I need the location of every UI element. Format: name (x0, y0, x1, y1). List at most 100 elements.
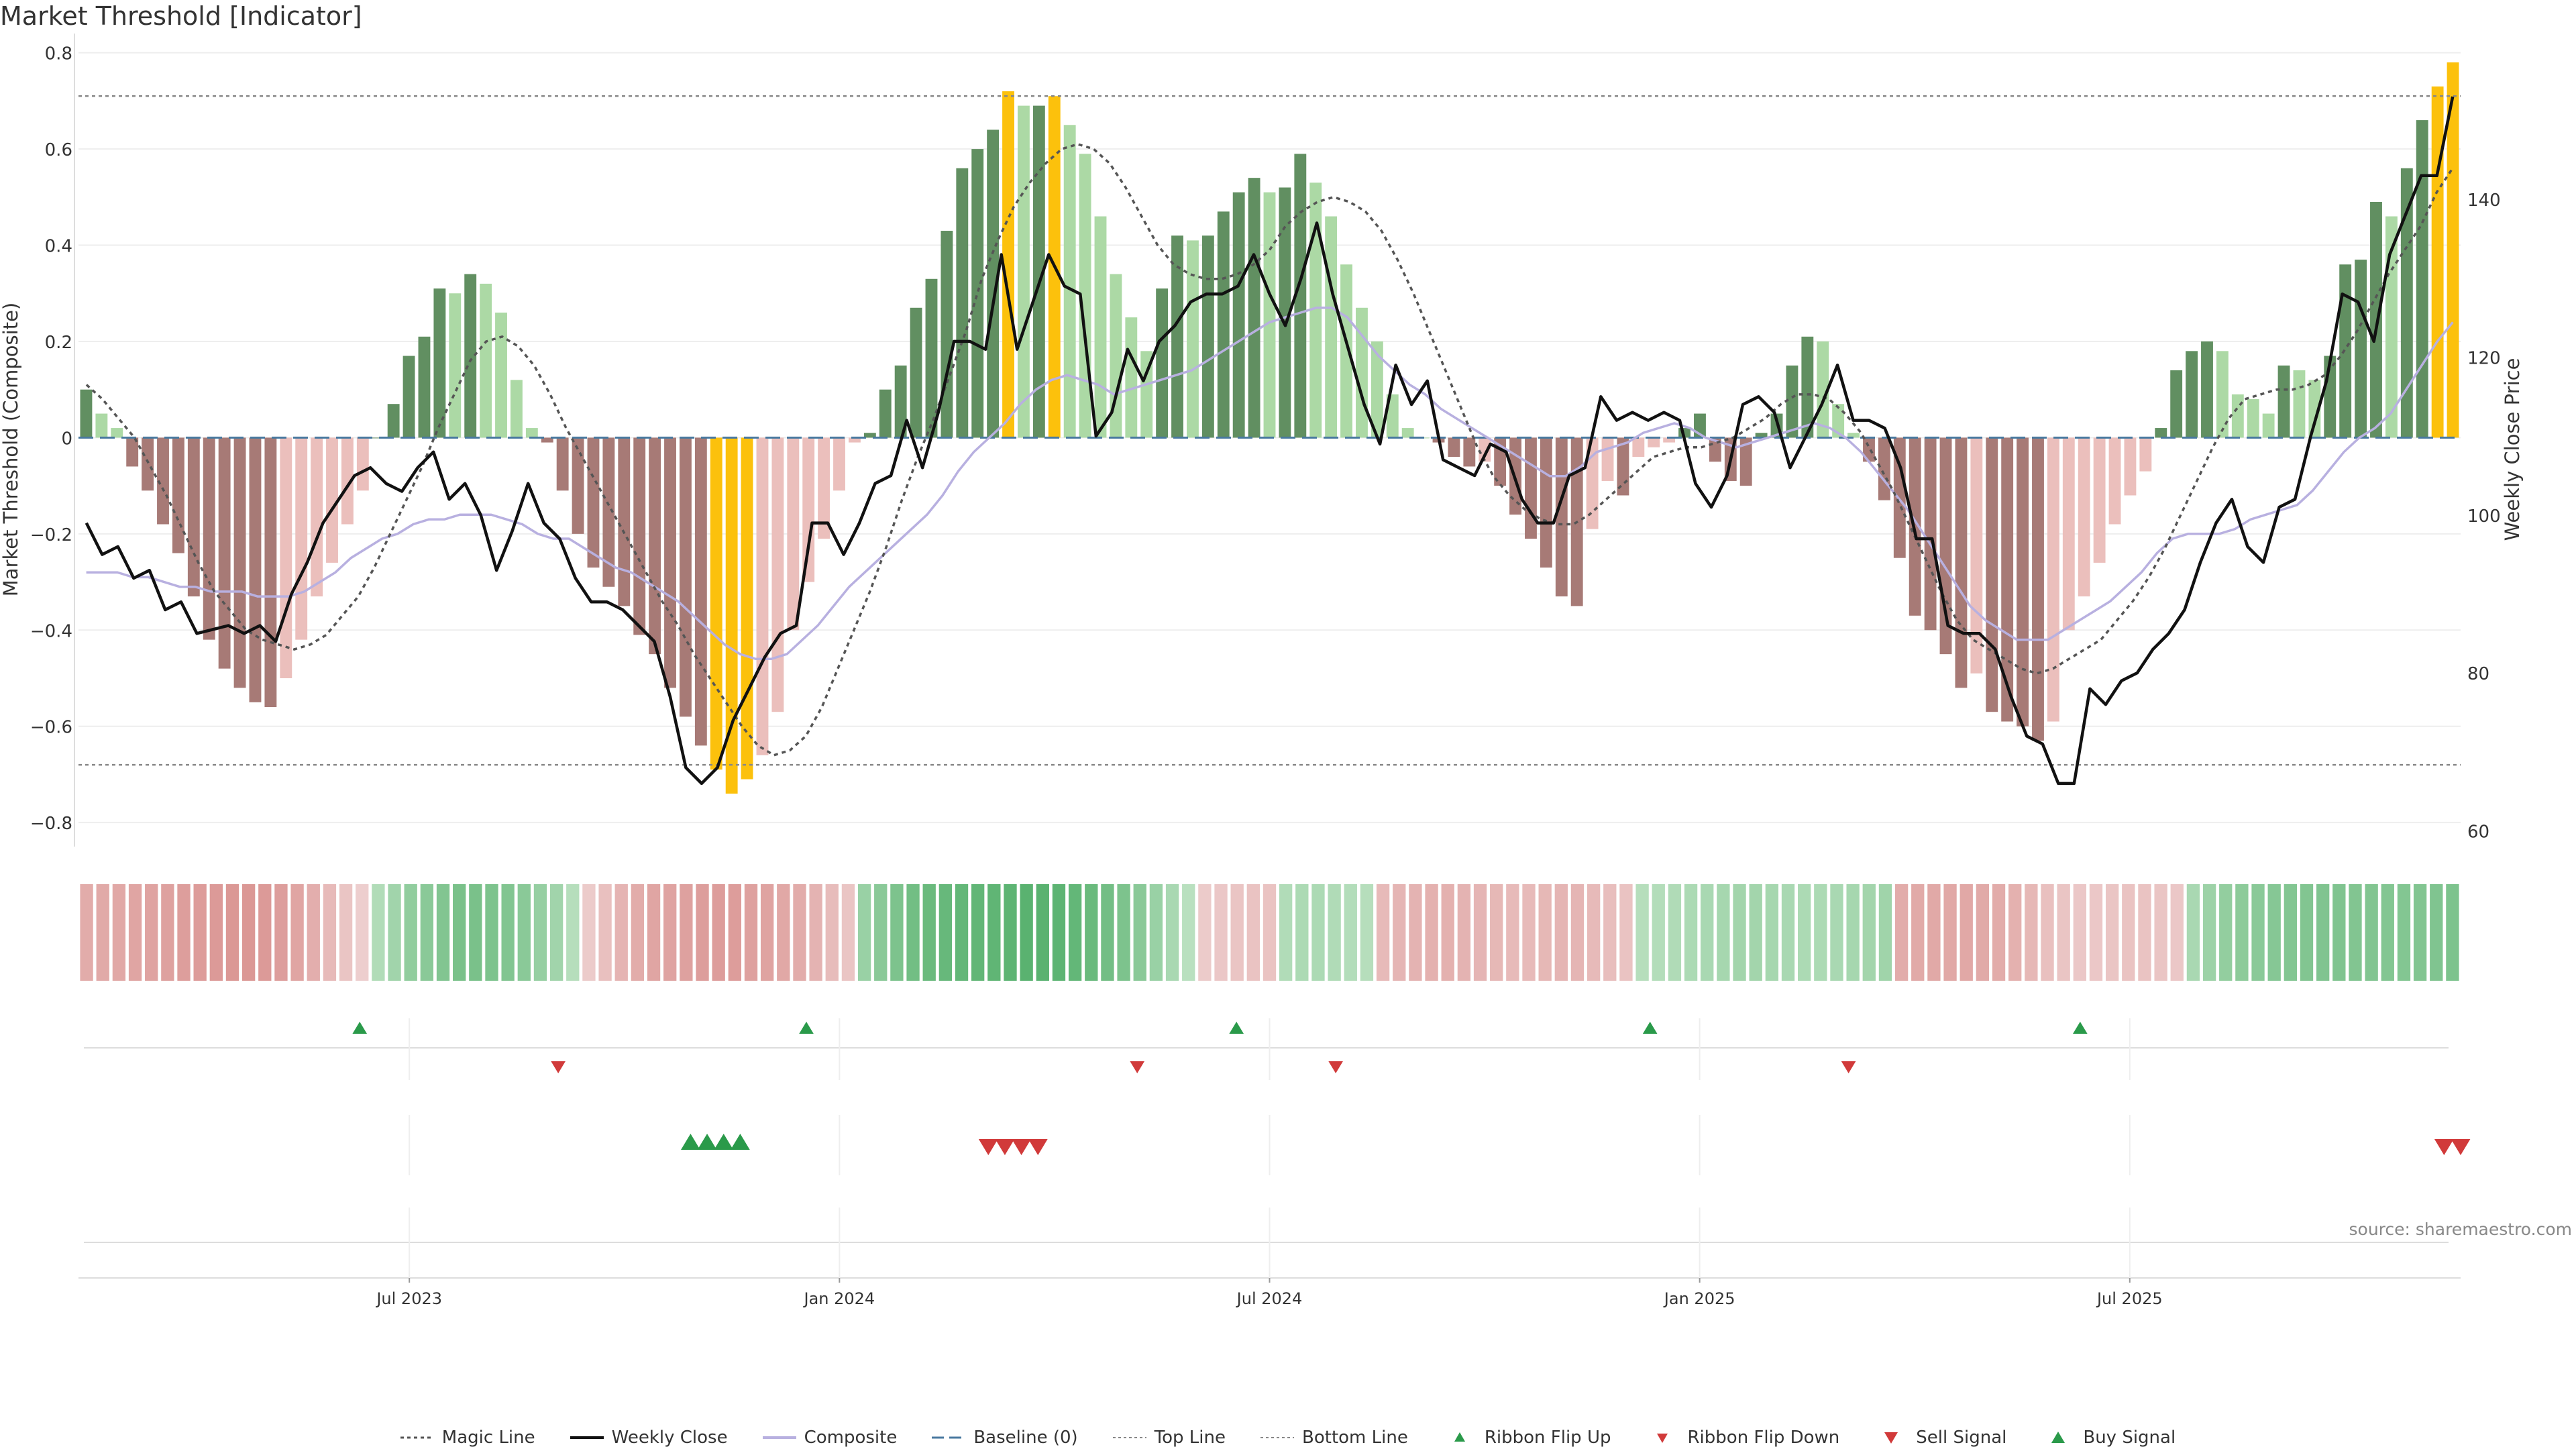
ribbon-cell (241, 884, 256, 981)
sell-signal-marker (2451, 1139, 2471, 1155)
threshold-bar (2124, 437, 2137, 496)
ribbon-cell (436, 884, 450, 981)
threshold-bar (2062, 437, 2075, 631)
y-tick-label-left: −0.6 (30, 718, 72, 738)
ribbon-cell (2430, 884, 2443, 981)
threshold-bar (1586, 437, 1599, 529)
ribbon-cell (2025, 884, 2038, 981)
ribbon-cell (793, 884, 806, 981)
threshold-bar (572, 437, 584, 534)
source-note: source: sharemaestro.com (2349, 1220, 2573, 1239)
ribbon-cell (1117, 884, 1130, 981)
threshold-bar (818, 437, 830, 539)
threshold-bar (1525, 437, 1537, 539)
ribbon-cell (2041, 884, 2054, 981)
ribbon-cell (1911, 884, 1925, 981)
threshold-bar (2017, 437, 2029, 727)
threshold-bar (1018, 105, 1030, 438)
ribbon-cell (825, 884, 839, 981)
x-tick-label: Jul 2024 (1236, 1289, 1303, 1308)
y-axis-label-right: Weekly Close Price (2501, 358, 2524, 541)
threshold-bar (1847, 433, 1860, 438)
threshold-bar (387, 404, 400, 438)
ribbon-cell (631, 884, 645, 981)
y-tick-label-left: 0.2 (45, 333, 72, 353)
y-tick-label-right: 100 (2467, 506, 2501, 527)
ribbon-cell (1992, 884, 2006, 981)
ribbon-cell (112, 884, 126, 981)
threshold-bar (633, 437, 646, 635)
threshold-bar (356, 437, 369, 491)
ribbon-cell (1943, 884, 1957, 981)
threshold-bars (80, 62, 2459, 794)
threshold-bar (849, 437, 861, 443)
threshold-bar (1955, 437, 1968, 688)
threshold-bar (2078, 437, 2090, 597)
threshold-bar (694, 437, 707, 746)
ribbon-cell (1457, 884, 1471, 981)
ribbon-cell (2105, 884, 2119, 981)
ribbon-cell (290, 884, 304, 981)
ribbon-cell (1182, 884, 1195, 981)
ribbon-cell (2284, 884, 2298, 981)
legend-item-magic-line: Magic Line (400, 1428, 535, 1448)
legend-item-ribbon-flip-down: Ribbon Flip Down (1646, 1428, 1839, 1448)
threshold-bar (187, 437, 200, 597)
ribbon-cell (193, 884, 207, 981)
threshold-bar (1232, 192, 1245, 438)
ribbon-cell (1862, 884, 1876, 981)
threshold-bar (618, 437, 631, 606)
legend-label: Buy Signal (2083, 1428, 2176, 1448)
ribbon-cell (209, 884, 223, 981)
ribbon-cell (1052, 884, 1066, 981)
ribbon-cell (1635, 884, 1649, 981)
threshold-bar (249, 437, 262, 702)
ribbon-cell (1085, 884, 1098, 981)
ribbon-cell (1230, 884, 1244, 981)
ribbon-cell (2170, 884, 2184, 981)
threshold-bar (1924, 437, 1937, 631)
ribbon-cell (1603, 884, 1617, 981)
legend-label: Composite (804, 1428, 898, 1448)
sell-signal-marker (995, 1139, 1015, 1155)
ribbon-cell (1311, 884, 1325, 981)
ribbon-cell (1814, 884, 1827, 981)
ribbon-cell (323, 884, 337, 981)
threshold-bar (1371, 341, 1383, 438)
legend-swatch-sell-signal (1884, 1432, 1898, 1444)
ribbon-cell (890, 884, 904, 981)
ribbon-cell (874, 884, 888, 981)
ribbon-cell (663, 884, 677, 981)
legend-item-composite: Composite (762, 1428, 898, 1448)
threshold-bar (771, 437, 784, 712)
threshold-bar (295, 437, 308, 640)
threshold-bar (2447, 62, 2459, 438)
buy-signal-marker (697, 1134, 717, 1150)
ribbon-cell (1554, 884, 1568, 981)
ribbon-cell (1133, 884, 1146, 981)
ribbon-cell (1036, 884, 1049, 981)
ribbon-cell (1279, 884, 1293, 981)
threshold-bar (2093, 437, 2106, 563)
threshold-bar (2201, 341, 2213, 438)
ribbon-cell (1441, 884, 1454, 981)
ribbon-cell (744, 884, 758, 981)
threshold-bar (1356, 307, 1368, 438)
ribbon-cell (161, 884, 174, 981)
ribbon-cell (501, 884, 515, 981)
ribbon-cell (2267, 884, 2281, 981)
ribbon-cell (1878, 884, 1892, 981)
threshold-bar (341, 437, 354, 525)
legend-item-buy-signal: Buy Signal (2041, 1428, 2176, 1448)
threshold-bar (2155, 428, 2167, 438)
sell-signal-marker (2434, 1139, 2454, 1155)
ribbon-flip-down-marker (1841, 1061, 1856, 1073)
ribbon-cell (1701, 884, 1714, 981)
ribbon-cell (177, 884, 191, 981)
ribbon-cell (2413, 884, 2427, 981)
ribbon-cell (1927, 884, 1941, 981)
legend-item-weekly-close: Weekly Close (570, 1428, 728, 1448)
threshold-bar (802, 437, 815, 582)
threshold-bar (95, 413, 108, 438)
threshold-bar (1171, 235, 1183, 438)
